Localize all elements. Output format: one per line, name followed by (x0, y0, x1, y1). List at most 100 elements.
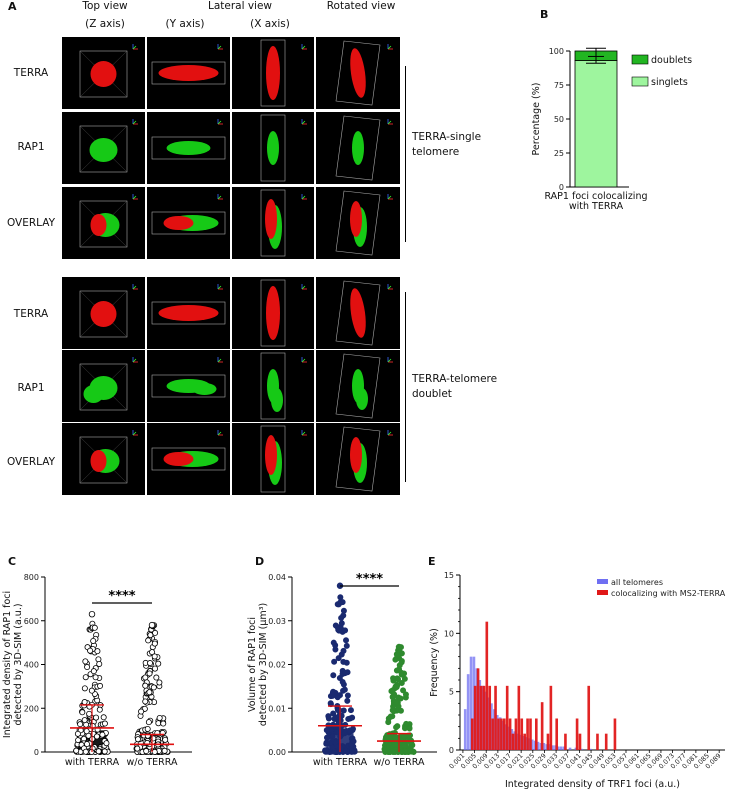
microscopy-tile (316, 423, 400, 495)
histogram-bar (463, 709, 467, 750)
data-point (382, 746, 389, 753)
microscopy-tile (62, 423, 145, 495)
data-point (341, 730, 348, 737)
data-point (331, 748, 338, 755)
data-point (390, 748, 397, 755)
data-point (331, 658, 338, 665)
category-label: with TERRA (313, 757, 368, 768)
microscopy-tile (232, 37, 314, 109)
data-point (389, 707, 396, 714)
histogram-bar (564, 733, 567, 750)
microscopy-tile (62, 350, 145, 422)
significance-label: **** (356, 572, 383, 587)
histogram-bar (578, 733, 582, 750)
data-point (325, 715, 332, 722)
y-tick-label: 50 (554, 115, 564, 124)
data-point (146, 670, 153, 677)
data-point (330, 710, 337, 717)
data-point (143, 748, 150, 755)
data-point (90, 637, 97, 644)
group-label-single-line2: telomere (412, 146, 460, 158)
data-point (407, 748, 414, 755)
data-point (331, 716, 338, 723)
data-point (398, 659, 405, 666)
data-point (151, 748, 158, 755)
y-tick-label: 0.01 (268, 704, 286, 713)
histogram-bar (523, 733, 526, 750)
data-point (323, 734, 330, 741)
data-point (135, 736, 142, 743)
data-point (93, 733, 100, 740)
histogram-bar (551, 745, 554, 750)
microscopy-tile (147, 423, 230, 495)
data-point (393, 684, 400, 691)
significance-label: **** (108, 589, 135, 604)
data-point (400, 687, 407, 694)
histogram-bar (500, 718, 503, 750)
microscopy-tile (62, 187, 145, 259)
microscopy-tile (62, 277, 145, 349)
y-tick-label: 10 (444, 629, 454, 638)
histogram-bar (482, 685, 486, 750)
row-label-overlay-1: OVERLAY (6, 217, 56, 229)
histogram-bar (549, 685, 553, 750)
group-label-doublet: TERRA-telomere doublet (412, 372, 497, 402)
microscopy-tile (147, 277, 230, 349)
legend-label: all telomeres (611, 578, 663, 587)
y-tick-label: 0.00 (268, 748, 286, 757)
category-label: with TERRA (65, 757, 120, 768)
microscopy-tile (62, 112, 145, 184)
data-point (322, 747, 329, 754)
histogram-bar (491, 718, 494, 750)
data-point (82, 674, 89, 681)
data-point (330, 672, 337, 679)
data-point (101, 720, 108, 727)
data-point (342, 627, 349, 634)
data-point (162, 736, 169, 743)
y-tick-label: 0 (559, 183, 564, 192)
data-point (150, 684, 157, 691)
chart-b-stacked-bar: 0 25 50 75 100 Percentage (%) RAP1 foci coloca… (531, 47, 692, 212)
histogram-bar (494, 685, 497, 750)
data-point (340, 658, 347, 665)
microscopy-tile (316, 187, 400, 259)
data-point (145, 637, 152, 644)
microscopy-tile (147, 37, 230, 109)
legend-swatch (631, 76, 649, 87)
group-label-doublet-line2: doublet (412, 388, 452, 400)
microscopy-tile (232, 423, 314, 495)
data-point (337, 717, 344, 724)
legend-label: doublets (651, 55, 692, 66)
row-label-terra-2: TERRA (13, 308, 49, 320)
histogram-bar (613, 718, 617, 750)
data-point (393, 724, 400, 731)
data-point (151, 653, 158, 660)
group-bracket-single (405, 66, 406, 242)
data-point (346, 728, 353, 735)
y-axis-label: Volume of RAP1 foci (247, 617, 258, 712)
histogram-bar (488, 685, 492, 750)
microscopy-tile (62, 37, 145, 109)
data-point (92, 674, 99, 681)
data-point (103, 740, 110, 747)
data-point (339, 599, 346, 606)
chart-d-dot-plot: 0.00 0.01 0.02 0.03 0.04 Volume of RAP1 foci d… (247, 572, 437, 768)
col-header-y-axis: (Y axis) (165, 18, 205, 30)
bar-singlets (574, 60, 618, 188)
histogram-bar (473, 685, 477, 750)
histogram-bar (557, 746, 560, 750)
panel-b-letter: B (540, 8, 549, 21)
row-label-rap1-2: RAP1 (17, 382, 45, 394)
data-point (83, 741, 90, 748)
data-points-0 (322, 582, 358, 755)
data-point (142, 674, 149, 681)
histogram-bar (479, 685, 483, 750)
data-point (332, 739, 339, 746)
data-points-1 (133, 621, 171, 755)
data-point (151, 640, 158, 647)
data-point (142, 698, 149, 705)
histogram-bar (589, 748, 592, 750)
data-point (145, 719, 152, 726)
series-1 (470, 621, 617, 750)
microscopy-tile (147, 112, 230, 184)
